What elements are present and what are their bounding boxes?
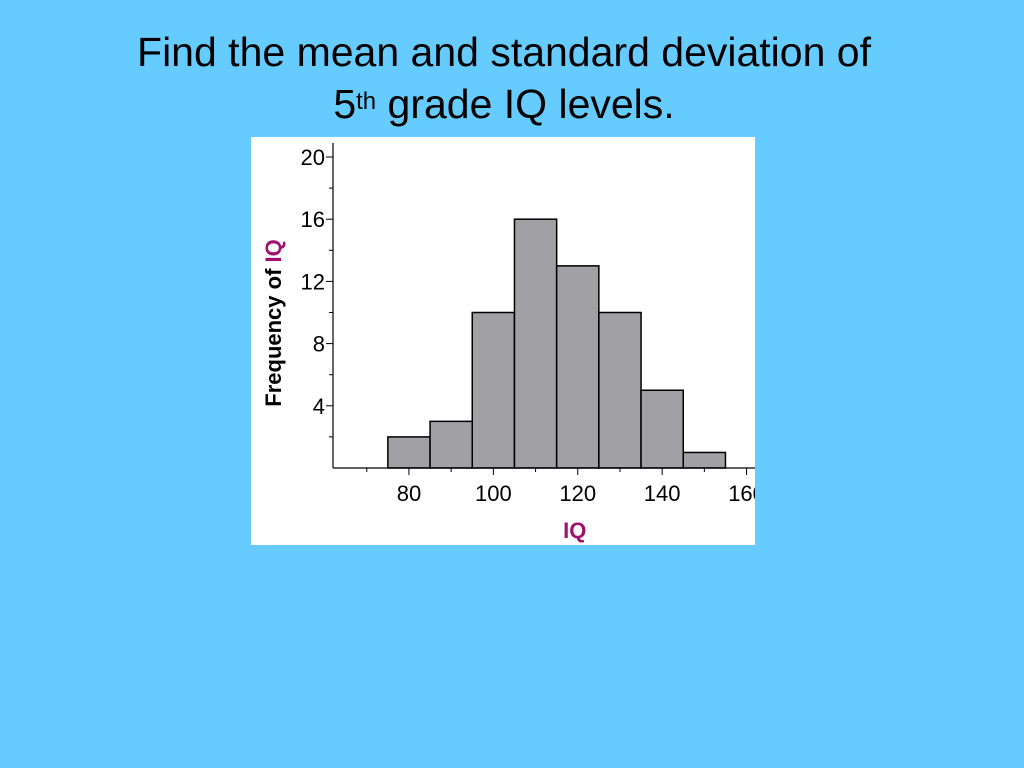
histogram-bar-2 xyxy=(429,420,474,469)
x-tick-label-80: 80 xyxy=(397,481,421,506)
histogram-panel: 4 8 12 16 20 80 100 120 140 160 IQ Frequency of … xyxy=(251,137,755,545)
title-ordinal-suffix: th xyxy=(356,88,377,115)
x-tick-label-100: 100 xyxy=(475,481,512,506)
x-tick-label-160: 160 xyxy=(728,481,755,506)
y-axis-title-prefix: Frequency of xyxy=(261,262,286,406)
y-tick-label-4: 4 xyxy=(313,394,325,419)
histogram-bar-5 xyxy=(555,265,600,469)
x-tick-label-140: 140 xyxy=(644,481,681,506)
y-axis-ticks: 4 8 12 16 20 xyxy=(301,145,333,438)
chart-axes xyxy=(332,143,755,469)
y-tick-label-16: 16 xyxy=(301,207,325,232)
y-axis-title: Frequency of IQ xyxy=(261,239,286,406)
histogram-bar-4 xyxy=(513,218,558,469)
histogram-bar-6 xyxy=(598,311,642,469)
histogram-bar-1 xyxy=(387,436,431,469)
title-line-1: Find the mean and standard deviation of xyxy=(137,29,871,75)
histogram-bar-7 xyxy=(640,389,685,469)
y-tick-label-12: 12 xyxy=(301,269,325,294)
title-line-2: 5th grade IQ levels. xyxy=(333,81,674,127)
title-line-2-rest: grade IQ levels. xyxy=(376,81,675,127)
x-axis-title: IQ xyxy=(563,518,586,543)
y-axis-title-variable: IQ xyxy=(261,239,286,262)
x-tick-label-120: 120 xyxy=(559,481,596,506)
iq-histogram: 4 8 12 16 20 80 100 120 140 160 IQ Frequency of … xyxy=(261,143,755,543)
y-tick-label-8: 8 xyxy=(313,332,325,357)
slide-title: Find the mean and standard deviation of … xyxy=(0,26,1008,130)
y-tick-label-20: 20 xyxy=(301,145,325,170)
histogram-bars xyxy=(387,218,727,469)
x-axis-ticks: 80 100 120 140 160 xyxy=(366,468,755,506)
title-grade-number: 5 xyxy=(333,81,357,127)
histogram-bar-8 xyxy=(682,451,727,469)
histogram-bar-3 xyxy=(471,311,516,469)
